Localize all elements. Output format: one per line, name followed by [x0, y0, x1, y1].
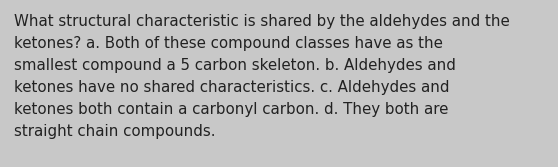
- Text: What structural characteristic is shared by the aldehydes and the: What structural characteristic is shared…: [14, 14, 510, 29]
- Text: ketones? a. Both of these compound classes have as the: ketones? a. Both of these compound class…: [14, 36, 443, 51]
- Text: straight chain compounds.: straight chain compounds.: [14, 124, 215, 139]
- Text: ketones both contain a carbonyl carbon. d. They both are: ketones both contain a carbonyl carbon. …: [14, 102, 449, 117]
- Text: smallest compound a 5 carbon skeleton. b. Aldehydes and: smallest compound a 5 carbon skeleton. b…: [14, 58, 456, 73]
- Text: ketones have no shared characteristics. c. Aldehydes and: ketones have no shared characteristics. …: [14, 80, 450, 95]
